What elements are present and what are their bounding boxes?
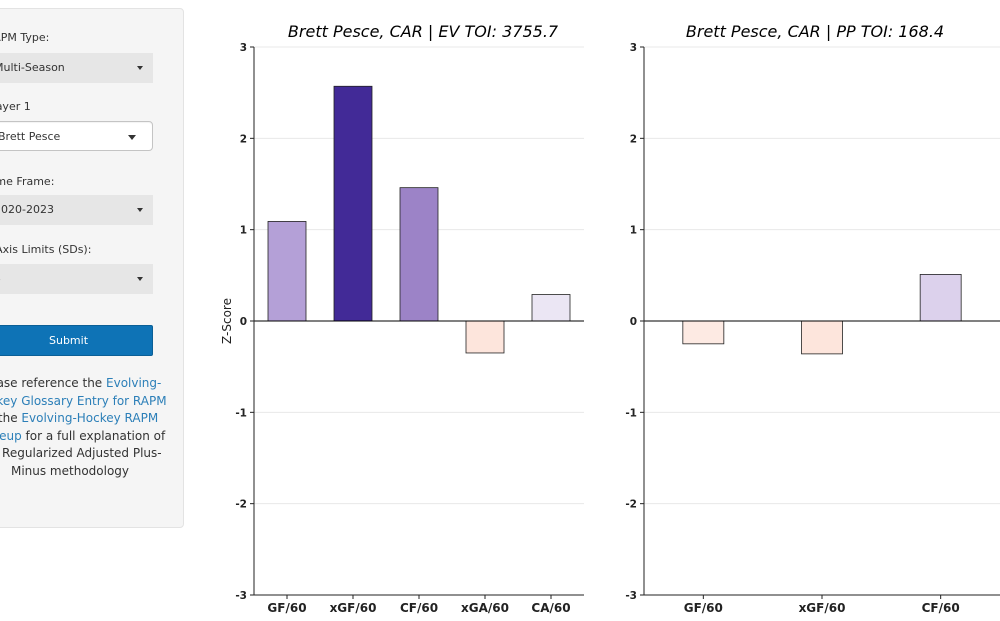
caret-down-icon bbox=[137, 66, 143, 70]
x-tick-label: xGA/60 bbox=[461, 601, 509, 615]
x-tick-label: GF/60 bbox=[267, 601, 306, 615]
y-tick-label: 2 bbox=[630, 133, 637, 145]
y-tick-label: -3 bbox=[625, 590, 637, 602]
player-value: Brett Pesce bbox=[0, 130, 61, 143]
player-label: Player 1 bbox=[0, 100, 31, 113]
rapm-writeup-link[interactable]: Evolving-Hockey RAPM Writeup bbox=[0, 411, 159, 443]
y-tick-label: 0 bbox=[240, 316, 247, 328]
pp-rapm-chart: Brett Pesce, CAR | PP TOI: 168.4 3 2 1 0 -1 -2… bbox=[625, 22, 1000, 615]
caret-down-icon bbox=[128, 135, 136, 140]
y-tick-label: -2 bbox=[235, 499, 247, 511]
y-tick-label: -2 bbox=[625, 499, 637, 511]
y-tick-label: 3 bbox=[240, 42, 247, 54]
bar-ca-60 bbox=[531, 294, 571, 322]
bar-xgf-60 bbox=[801, 320, 843, 355]
y-axis-title: Z-Score bbox=[220, 298, 234, 344]
y-tick-label: 1 bbox=[240, 225, 247, 237]
x-tick-label: xGF/60 bbox=[799, 601, 846, 615]
axis-limits-select[interactable]: 3 bbox=[0, 264, 153, 294]
y-tick-label: 0 bbox=[630, 316, 637, 328]
chart-title: Brett Pesce, CAR | PP TOI: 168.4 bbox=[686, 22, 944, 41]
bar-gf-60 bbox=[267, 221, 307, 322]
player-select[interactable]: Brett Pesce bbox=[0, 121, 153, 151]
bar-cf-60 bbox=[919, 274, 962, 322]
note-prefix: Please reference the bbox=[0, 376, 103, 390]
bar-gf-60 bbox=[682, 320, 725, 345]
y-tick-label: -1 bbox=[235, 407, 247, 419]
rapm-type-select[interactable]: Multi-Season bbox=[0, 53, 153, 83]
timeframe-select[interactable]: 2020-2023 bbox=[0, 195, 153, 225]
glossary-link[interactable]: Evolving-Hockey Glossary Entry for RAPM bbox=[0, 376, 167, 408]
caret-down-icon bbox=[137, 208, 143, 212]
reference-note: Please reference the Evolving-Hockey Glo… bbox=[0, 375, 170, 481]
chart-title: Brett Pesce, CAR | EV TOI: 3755.7 bbox=[288, 22, 559, 41]
y-tick-label: -1 bbox=[625, 407, 637, 419]
caret-down-icon bbox=[137, 277, 143, 281]
note-mid: or the bbox=[0, 411, 18, 426]
timeframe-label: Time Frame: bbox=[0, 175, 55, 188]
note-suffix: for a full explanation of our Regularize… bbox=[0, 428, 166, 478]
timeframe-value: 2020-2023 bbox=[0, 203, 54, 216]
x-tick-label: CF/60 bbox=[400, 601, 438, 615]
bar-xga-60 bbox=[465, 320, 505, 354]
bar-cf-60 bbox=[399, 187, 439, 322]
rapm-type-label: RAPM Type: bbox=[0, 31, 50, 44]
x-tick-label: CA/60 bbox=[531, 601, 570, 615]
rapm-type-value: Multi-Season bbox=[0, 61, 65, 74]
ev-rapm-chart: Brett Pesce, CAR | EV TOI: 3755.7 3 2 1 0 -1 -… bbox=[220, 22, 584, 615]
y-tick-label: 3 bbox=[630, 42, 637, 54]
x-tick-label: GF/60 bbox=[684, 601, 723, 615]
bar-xgf-60 bbox=[333, 85, 373, 322]
sidebar-panel: RAPM Type: Multi-Season Player 1 Brett P… bbox=[0, 8, 184, 528]
submit-button[interactable]: Submit bbox=[0, 325, 153, 356]
axis-limits-value: 3 bbox=[0, 272, 1, 285]
y-tick-label: -3 bbox=[235, 590, 247, 602]
y-tick-label: 2 bbox=[240, 133, 247, 145]
axis-limits-label: Y-Axis Limits (SDs): bbox=[0, 243, 92, 256]
x-tick-label: CF/60 bbox=[922, 601, 960, 615]
y-tick-label: 1 bbox=[630, 225, 637, 237]
x-tick-label: xGF/60 bbox=[330, 601, 377, 615]
